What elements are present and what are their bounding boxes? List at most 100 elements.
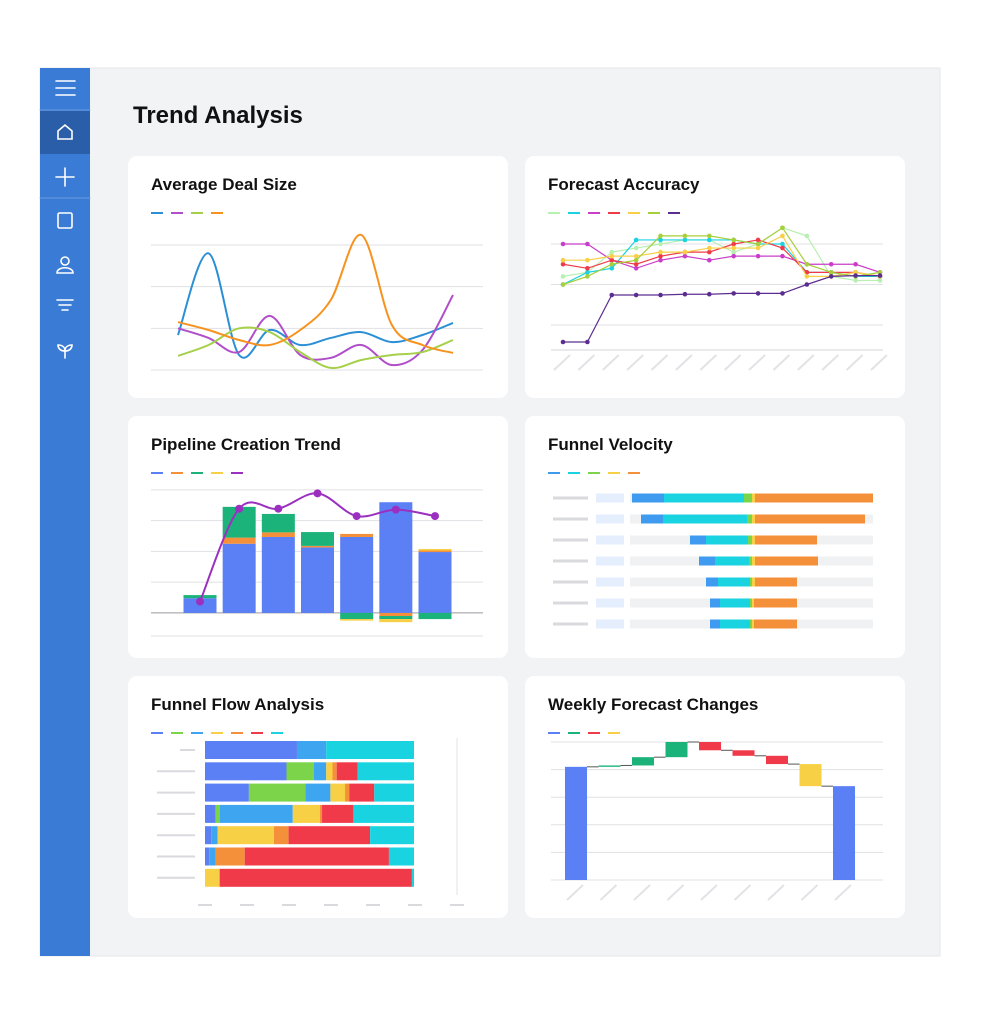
bar-segment [755,556,818,566]
bar-segment [261,532,295,537]
menu-icon[interactable] [55,80,76,96]
point [682,237,688,243]
bar-segment [752,598,754,608]
bar-segment [211,826,218,845]
point [658,257,663,263]
bar-segment [750,598,752,608]
bar-segment [752,556,755,566]
bar-segment [205,762,287,781]
x-label-placeholder [566,884,584,901]
point [609,257,615,263]
home-icon[interactable] [57,123,73,140]
point [609,261,615,267]
bar-segment [340,619,374,621]
bar-segment [664,493,744,503]
x-label-placeholder [767,884,785,901]
series-line [563,243,881,273]
bar-segment [215,804,220,823]
bar-segment [718,577,750,587]
bar-segment [205,783,249,802]
sidebar [40,68,90,956]
bar-segment [286,762,314,781]
point [682,233,688,239]
filter-icon[interactable] [56,299,74,311]
point [585,270,590,275]
bar-segment [292,804,320,823]
card-title: Funnel Flow Analysis [151,695,324,714]
bar-segment [690,535,706,545]
bar-segment [205,826,212,845]
bar-segment [641,514,663,524]
bar-segment [755,493,873,503]
building-icon[interactable] [57,212,73,229]
point [731,253,736,259]
add-icon[interactable] [55,167,75,187]
point [585,266,590,271]
bar-segment [301,547,334,613]
bar-segment [752,619,754,629]
plant-icon[interactable] [57,344,73,359]
bar-segment [752,577,755,587]
bar-segment [261,536,295,613]
bar-segment [222,543,256,613]
bar-segment [752,535,755,545]
point [877,270,883,275]
x-label-placeholder [633,884,651,901]
waterfall-bar [833,786,855,880]
sidebar-selected [40,111,90,154]
point [804,233,810,239]
point [633,245,639,251]
bar-segment [418,552,452,613]
bar-segment [710,619,720,629]
x-label-placeholder [650,354,669,371]
point [780,253,785,259]
bar-segment [418,548,452,551]
user-icon[interactable] [56,256,74,274]
point [658,241,663,247]
bar-segment [418,612,452,620]
point [731,249,736,255]
bar-segment [754,619,797,629]
bar-segment [752,514,755,524]
bar-segment [755,514,865,524]
bar-segment [752,493,755,503]
bar-segment [370,826,414,845]
card [525,156,905,398]
bar-segment [332,762,337,781]
bar-segment [205,741,297,759]
point [780,291,785,296]
point [609,266,615,271]
point [731,241,736,247]
bar-segment [248,783,306,802]
bar-segment [663,514,747,524]
bar-segment [219,868,412,887]
point [658,237,663,243]
x-label-placeholder [602,354,620,371]
bar-segment [747,514,752,524]
bar-segment [209,847,216,866]
card-title: Weekly Forecast Changes [548,695,758,714]
x-label-placeholder [748,354,766,371]
point [828,274,834,279]
bar-segment [288,826,371,845]
x-label-placeholder [626,354,644,371]
waterfall-bar [632,757,654,766]
bar-segment [411,868,414,887]
point [877,273,883,278]
bar-segment [418,550,452,553]
point [560,274,566,279]
bar-segment [754,598,797,608]
page-title: Trend Analysis [133,102,303,129]
bar-segment [205,847,210,866]
waterfall-bar [665,742,688,758]
x-label-placeholder [733,884,752,901]
x-label-placeholder [699,354,717,371]
point [585,274,590,279]
bar-segment [750,619,752,629]
bar-segment [215,847,245,866]
x-label-placeholder [553,354,571,371]
series-line [177,252,454,359]
bar-segment [305,783,331,802]
point [560,339,566,345]
point [633,261,639,267]
